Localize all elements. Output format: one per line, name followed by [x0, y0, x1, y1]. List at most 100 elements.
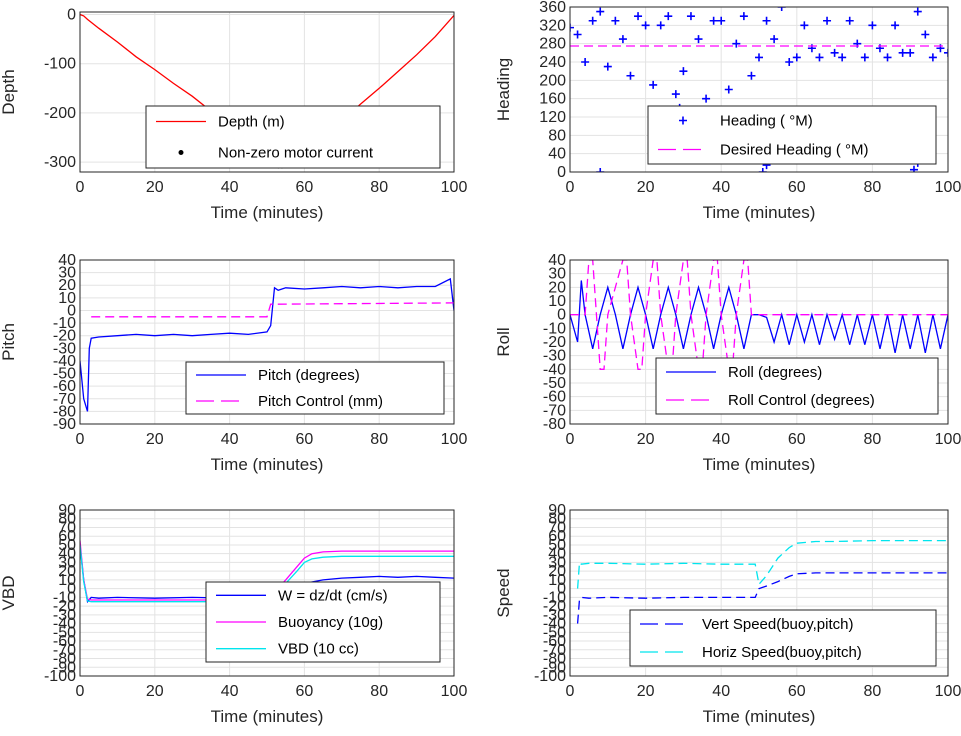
pitch-legend: Pitch (degrees) Pitch Control (mm) [185, 361, 445, 415]
heading-series-0-point [724, 85, 733, 94]
heading-series-0-point [694, 35, 703, 44]
speed-ytick-label: -20 [543, 598, 566, 615]
speed-ytick-label: 90 [548, 502, 566, 519]
heading-series-0-point [898, 48, 907, 57]
speed-ytick-label: 60 [548, 528, 566, 545]
roll-chart: 0 20 40 60 80 100-80-70-60-50-40-30-20-100102… [494, 252, 961, 474]
heading-xtick-label: 40 [712, 179, 730, 196]
vbd-legend-label: VBD (10 cc) [278, 641, 359, 658]
heading-series-0-point [906, 48, 915, 57]
roll-ytick-label: -70 [543, 402, 566, 419]
roll-xtick-label: 100 [935, 431, 961, 448]
heading-series-0-point [838, 53, 847, 62]
speed-axes-frame [569, 509, 949, 677]
heading-series-0-point [815, 53, 824, 62]
heading-series-0-point [792, 53, 801, 62]
vbd-series-2-line [80, 544, 454, 603]
depth-xtick-label: 0 [76, 179, 85, 196]
vbd-legend-label: W = dz/dt (cm/s) [278, 587, 388, 604]
heading-series-0-point [717, 16, 726, 25]
vbd-xtick-label: 40 [221, 683, 239, 700]
heading-xtick-label: 100 [935, 179, 961, 196]
heading-legend-label: Heading ( °M) [720, 113, 813, 130]
heading-ytick-label: 320 [539, 17, 566, 34]
vbd-ytick-label: 50 [58, 537, 76, 554]
heading-series-0-point [603, 62, 612, 71]
vbd-xlabel: Time (minutes) [211, 707, 324, 726]
vbd-ytick-label: 0 [67, 581, 76, 598]
vbd-ytick-label: 30 [58, 554, 76, 571]
heading-series-group [570, 7, 948, 172]
pitch-xtick-label: 20 [146, 431, 164, 448]
speed-legend-box [629, 609, 937, 667]
depth-xtick-label: 20 [146, 179, 164, 196]
pitch-series-group [80, 277, 454, 412]
vbd-xtick-label: 60 [296, 683, 314, 700]
roll-ytick-label: 20 [548, 279, 566, 296]
pitch-series-1-line [91, 302, 454, 318]
heading-series-0-point [573, 30, 582, 39]
depth-xtick-label: 100 [441, 179, 468, 196]
roll-ylabel: Roll [494, 327, 513, 356]
vbd-ylabel: VBD [0, 576, 18, 611]
heading-series-0-point [747, 71, 756, 80]
pitch-xlabel: Time (minutes) [211, 455, 324, 474]
speed-xtick-label: 100 [935, 683, 961, 700]
speed-xtick-label: 40 [712, 683, 730, 700]
speed-series-0-line [576, 572, 948, 624]
vbd-ytick-label: -60 [53, 633, 76, 650]
depth-xtick-label: 40 [221, 179, 239, 196]
speed-ytick-label: -90 [543, 659, 566, 676]
vbd-ytick-label: -20 [53, 598, 76, 615]
pitch-xtick-label: 0 [76, 431, 85, 448]
heading-series-0-point [921, 30, 930, 39]
roll-legend: Roll (degrees) Roll Control (degrees) [655, 357, 939, 415]
depth-legend-label: Non-zero motor current [218, 145, 374, 162]
pitch-ytick-label: -50 [53, 366, 76, 383]
heading-legend-label: Desired Heading ( °M) [720, 142, 869, 159]
heading-xtick-label: 80 [864, 179, 882, 196]
heading-series-0-point [702, 94, 711, 103]
speed-ytick-label: 20 [548, 563, 566, 580]
speed-chart: 0 20 40 60 80 100-100-90-80-70-60-50-40-30-20… [494, 502, 961, 726]
depth-legend-box [145, 105, 441, 169]
vbd-xtick-label: 100 [441, 683, 468, 700]
depth-xlabel: Time (minutes) [211, 203, 324, 222]
heading-xlabel: Time (minutes) [703, 203, 816, 222]
depth-xtick-label: 80 [370, 179, 388, 196]
pitch-xtick-label: 100 [441, 431, 468, 448]
speed-xtick-label: 80 [864, 683, 882, 700]
speed-xlabel: Time (minutes) [703, 707, 816, 726]
speed-ytick-label: -30 [543, 607, 566, 624]
heading-series-0-point [611, 16, 620, 25]
heading-series-0-point [581, 58, 590, 66]
pitch-ytick-label: 40 [58, 252, 76, 269]
vbd-ytick-label: -80 [53, 651, 76, 668]
heading-ytick-label: 160 [539, 91, 566, 108]
depth-chart: 0 20 40 60 80 100 -300 -200 -100 0 Time (minutes) D… [0, 6, 467, 222]
vbd-ytick-label: 40 [58, 546, 76, 563]
speed-ytick-label: 80 [548, 511, 566, 528]
heading-series-0-point [913, 7, 922, 16]
heading-series-0-point [868, 21, 877, 30]
roll-ytick-label: -30 [543, 348, 566, 365]
vbd-ytick-label: 10 [58, 572, 76, 589]
depth-xtick-label: 60 [296, 179, 314, 196]
roll-xtick-label: 60 [788, 431, 806, 448]
heading-series-0-point [671, 90, 680, 99]
speed-ytick-label: -80 [543, 651, 566, 668]
roll-ytick-label: -80 [543, 416, 566, 433]
heading-series-1-point [758, 168, 767, 172]
pitch-xtick-label: 40 [221, 431, 239, 448]
pitch-ytick-label: -70 [53, 391, 76, 408]
heading-ytick-label: 120 [539, 109, 566, 126]
pitch-legend-box [185, 361, 445, 415]
heading-series-0-point [823, 16, 832, 25]
depth-ytick-label: 0 [67, 6, 76, 23]
roll-ytick-label: 30 [548, 266, 566, 283]
heading-xtick-label: 60 [788, 179, 806, 196]
heading-series-1-point [596, 168, 605, 172]
roll-ytick-label: -40 [543, 361, 566, 378]
depth-ylabel: Depth [0, 69, 18, 114]
